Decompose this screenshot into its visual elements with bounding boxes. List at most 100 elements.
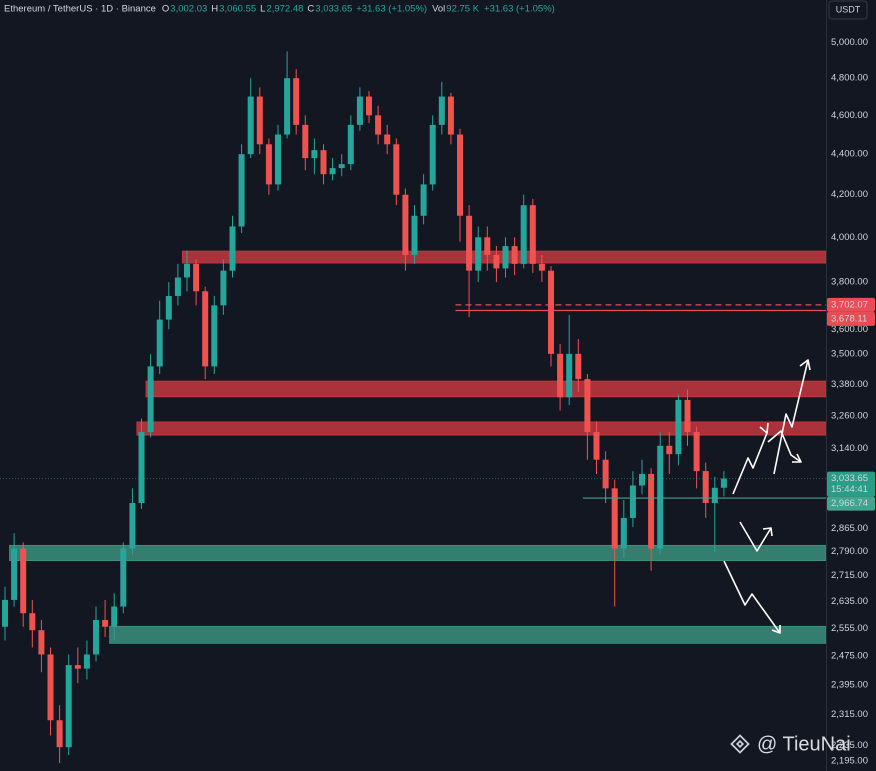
y-tick-label: 5,000.00 — [831, 37, 868, 48]
last-price-label-box — [827, 471, 875, 497]
candle-body — [102, 619, 109, 627]
candle-body — [56, 720, 63, 748]
arrow — [773, 359, 809, 475]
y-tick-label: 2,555.00 — [831, 623, 868, 634]
currency-button[interactable] — [828, 0, 868, 20]
candle-body — [284, 78, 291, 135]
ohlc-key: C — [307, 4, 314, 15]
y-tick-label: 4,600.00 — [831, 110, 868, 121]
candle-body — [366, 96, 372, 116]
arrow-head — [799, 359, 811, 371]
y-tick-label: 3,380.00 — [831, 379, 868, 390]
candle-body — [393, 144, 400, 195]
candle-body — [320, 150, 327, 175]
ohlc-key: H — [211, 4, 218, 15]
candle-body — [520, 205, 527, 264]
candle-body — [602, 459, 609, 489]
candle-body — [420, 184, 427, 216]
candle-body — [74, 665, 81, 669]
candle-body — [356, 96, 363, 125]
price-axis: 5,000.00 4,800.00 4,600.00 4,400.00 4,200.00… — [827, 37, 875, 767]
candle-body — [711, 487, 718, 504]
candle-body — [247, 96, 254, 155]
y-tick-label: 4,000.00 — [831, 232, 868, 243]
candle-body — [684, 399, 691, 433]
level-label: 2,966.74 — [831, 498, 868, 509]
candle-body — [702, 471, 709, 504]
watermark-logo — [730, 734, 750, 754]
candle-body — [593, 432, 600, 460]
plot-area — [0, 51, 827, 763]
last-price-label: 3,033.65 — [831, 473, 868, 484]
candle-body — [256, 96, 263, 145]
arrow-head — [771, 625, 781, 634]
volume-key: Vol — [432, 4, 445, 15]
candle-body — [229, 226, 236, 271]
candle-body — [65, 665, 72, 748]
y-tick-label: 2,195.00 — [831, 756, 868, 767]
y-tick-label: 4,800.00 — [831, 73, 868, 84]
symbol-title: Ethereum / TetherUS · 1D · Binance — [4, 4, 156, 15]
candle-body — [402, 194, 409, 255]
candle-body — [311, 150, 318, 159]
arrow-head — [759, 422, 769, 434]
ohlc-value: 3,033.65 — [315, 4, 352, 15]
candle-body — [511, 246, 518, 264]
candle-body — [384, 134, 391, 145]
candle-body — [438, 96, 445, 125]
ohlc-value: 3,060.55 — [219, 4, 256, 15]
candle-body — [548, 270, 554, 354]
zone — [136, 421, 827, 436]
level-label-box — [827, 297, 875, 312]
y-tick-label: 3,500.00 — [831, 348, 868, 359]
candle-body — [83, 654, 90, 669]
candle-body — [202, 291, 209, 367]
candle-body — [466, 215, 473, 271]
candle-body — [275, 134, 281, 185]
annotation-arrows — [723, 359, 811, 634]
candle-body — [675, 399, 682, 455]
candle-body — [447, 96, 454, 135]
candle-body — [475, 237, 482, 271]
arrow-head — [762, 527, 773, 537]
candle-body — [538, 263, 545, 271]
candle-body — [611, 488, 618, 549]
countdown: 15:44:41 — [831, 484, 868, 495]
candle-body — [347, 124, 354, 165]
candle-body — [184, 263, 190, 278]
volume-value: 92.75 K — [446, 4, 479, 15]
candle-body — [211, 305, 218, 367]
y-tick-label: 4,200.00 — [831, 189, 868, 200]
candle-body — [329, 168, 336, 175]
candle-body — [111, 606, 118, 627]
arrow-head — [792, 453, 802, 463]
candle-body — [502, 246, 509, 269]
y-tick-label: 2,635.00 — [831, 596, 868, 607]
ohlc-value: 3,002.03 — [170, 4, 207, 15]
arrow — [739, 521, 772, 552]
ohlc-key: L — [260, 4, 265, 15]
candle-body — [156, 319, 163, 367]
arrow — [723, 560, 781, 634]
y-tick-label: 2,235.00 — [831, 740, 868, 751]
y-tick-label: 4,400.00 — [831, 149, 868, 160]
candle-body — [639, 473, 645, 486]
candle-body — [620, 517, 627, 549]
ohlc-value: 2,972.48 — [266, 4, 303, 15]
candle-body — [165, 295, 172, 320]
y-tick-label: 2,715.00 — [831, 570, 868, 581]
volume-change: +31.63 (+1.05%) — [484, 4, 555, 15]
y-tick-label: 3,260.00 — [831, 410, 868, 421]
arrow — [732, 432, 768, 495]
candle-body — [629, 485, 636, 518]
ohlc-key: O — [162, 4, 169, 15]
candle-body — [338, 164, 345, 169]
zone — [109, 625, 827, 644]
candle-body — [666, 445, 673, 455]
candle-body — [375, 115, 382, 135]
candle-body — [29, 613, 36, 631]
candle-body — [47, 654, 54, 721]
candle-body — [529, 205, 536, 264]
candle-body — [265, 144, 272, 185]
